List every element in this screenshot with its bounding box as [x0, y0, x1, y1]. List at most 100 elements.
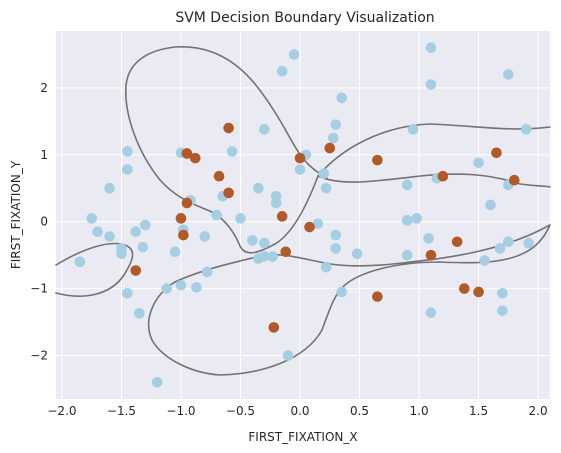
class-0-point	[270, 197, 282, 209]
class-0-point	[423, 233, 434, 244]
class-0-point	[116, 248, 127, 260]
class-0-point	[282, 350, 294, 361]
class-1-point	[189, 152, 201, 164]
class-1-point	[437, 170, 449, 182]
class-0-point	[494, 243, 506, 254]
class-0-point	[425, 42, 437, 54]
x-tick-label: 1.5	[469, 404, 488, 418]
y-tick-label: −2	[30, 349, 48, 363]
class-1-point	[372, 154, 383, 166]
class-1-point	[276, 211, 288, 222]
class-0-point	[520, 124, 532, 135]
class-0-point	[169, 246, 181, 258]
class-1-point	[178, 229, 189, 241]
y-tick-label: 0	[40, 215, 48, 229]
class-0-point	[267, 251, 278, 262]
class-0-point	[336, 286, 347, 298]
class-0-point	[247, 235, 258, 246]
class-0-point	[411, 213, 422, 224]
class-0-point	[328, 132, 339, 144]
class-1-point	[473, 286, 484, 298]
class-0-point	[201, 266, 213, 278]
class-0-point	[161, 283, 173, 294]
class-1-point	[175, 213, 187, 224]
class-0-point	[485, 199, 496, 211]
class-0-point	[407, 124, 419, 135]
class-0-point	[288, 49, 300, 60]
class-0-point	[122, 287, 133, 299]
class-1-point	[304, 221, 315, 233]
class-0-point	[74, 256, 86, 268]
class-0-point	[425, 79, 437, 90]
class-1-point	[181, 197, 193, 209]
class-0-point	[294, 164, 306, 175]
class-1-point	[130, 265, 142, 276]
class-1-point	[324, 142, 336, 154]
class-0-point	[175, 279, 187, 291]
class-0-point	[276, 65, 288, 77]
x-tick-label: −0.5	[226, 404, 255, 418]
class-1-point	[223, 122, 234, 134]
class-1-point	[491, 147, 502, 159]
y-tick-label: −1	[30, 282, 48, 296]
x-tick-label: 0.0	[290, 404, 309, 418]
class-1-point	[425, 249, 437, 261]
class-0-point	[134, 308, 145, 319]
class-1-point	[508, 174, 520, 186]
class-0-point	[330, 119, 342, 130]
class-0-point	[330, 243, 342, 254]
x-tick-label: −1.5	[107, 404, 136, 418]
class-0-point	[253, 182, 264, 194]
class-0-point	[425, 307, 437, 318]
class-0-point	[497, 305, 508, 316]
class-0-point	[211, 209, 222, 221]
class-0-point	[151, 376, 163, 388]
class-0-point	[312, 218, 324, 229]
class-0-point	[503, 236, 514, 248]
class-1-point	[280, 246, 292, 258]
class-0-point	[137, 241, 149, 253]
class-0-point	[503, 69, 514, 80]
class-0-point	[139, 219, 151, 231]
class-0-point	[122, 146, 133, 157]
class-0-point	[122, 164, 133, 175]
class-0-point	[330, 229, 342, 241]
class-1-point	[458, 283, 470, 294]
x-tick-label: 0.5	[350, 404, 369, 418]
class-1-point	[268, 322, 280, 333]
x-tick-labels: −2.0 −1.5 −1.0 −0.5 0.0 0.5 1.0 1.5 2.0	[47, 404, 547, 418]
class-0-point	[104, 231, 115, 242]
class-0-point	[199, 231, 211, 242]
class-1-point	[213, 170, 225, 182]
class-0-point	[401, 179, 413, 191]
class-1-point	[294, 152, 306, 164]
class-0-point	[235, 213, 246, 224]
class-0-point	[191, 281, 202, 293]
class-0-point	[320, 261, 332, 273]
chart-title: SVM Decision Boundary Visualization	[175, 10, 434, 26]
class-1-point	[181, 148, 193, 159]
x-tick-label: −2.0	[47, 404, 76, 418]
class-0-point	[336, 92, 347, 104]
class-0-point	[92, 226, 103, 238]
y-tick-label: 1	[40, 148, 48, 162]
plot-area	[56, 31, 550, 399]
x-axis-label: FIRST_FIXATION_X	[248, 430, 357, 444]
class-1-point	[223, 187, 234, 199]
class-0-point	[318, 168, 330, 179]
boundary-contour-right	[317, 173, 551, 188]
class-0-point	[253, 253, 264, 264]
class-0-point	[130, 226, 142, 238]
x-tick-label: −1.0	[166, 404, 195, 418]
boundary-contour-bottom	[147, 224, 551, 376]
class-0-point	[104, 182, 115, 194]
y-tick-labels: 2 1 0 −1 −2	[30, 81, 48, 363]
class-0-point	[320, 182, 332, 194]
class-1-point	[372, 291, 383, 302]
class-0-point	[497, 287, 508, 299]
class-0-point	[401, 249, 413, 261]
class-1-point	[451, 236, 463, 248]
boundary-contour-left	[55, 242, 134, 297]
class-0-point	[401, 215, 413, 226]
